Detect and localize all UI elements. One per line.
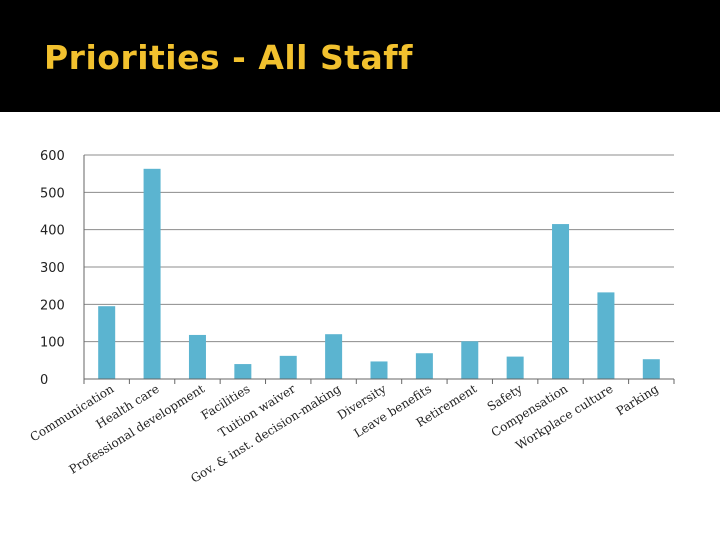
bar (325, 334, 343, 379)
y-tick-label: 200 (40, 298, 65, 313)
bar (370, 361, 388, 379)
bar (143, 168, 161, 379)
bar (552, 224, 570, 379)
bar (279, 355, 297, 379)
y-tick-label: 400 (40, 224, 65, 239)
gridlines (84, 154, 674, 343)
bar (597, 292, 615, 379)
bar (461, 341, 479, 379)
y-tick-label: 100 (40, 336, 65, 351)
x-tick-label: Parking (614, 382, 662, 419)
bar (415, 353, 433, 379)
bars (98, 168, 660, 379)
bar (506, 356, 524, 379)
bar (188, 334, 206, 379)
y-tick-label: 0 (40, 373, 48, 388)
bar (234, 364, 252, 379)
bar-chart: 0 100 200 300 400 500 600 CommunicationHealth … (27, 149, 675, 486)
title-band: Priorities - All Staff (0, 0, 720, 112)
y-axis-tick-labels: 0 100 200 300 400 500 600 (40, 149, 65, 388)
bar (642, 359, 660, 379)
axes (83, 155, 675, 384)
y-tick-label: 300 (40, 261, 65, 276)
bar (98, 306, 116, 379)
x-tick-label: Leave benefits (351, 382, 433, 441)
y-tick-label: 500 (40, 186, 65, 201)
slide-title: Priorities - All Staff (44, 38, 413, 77)
y-tick-label: 600 (40, 149, 65, 164)
